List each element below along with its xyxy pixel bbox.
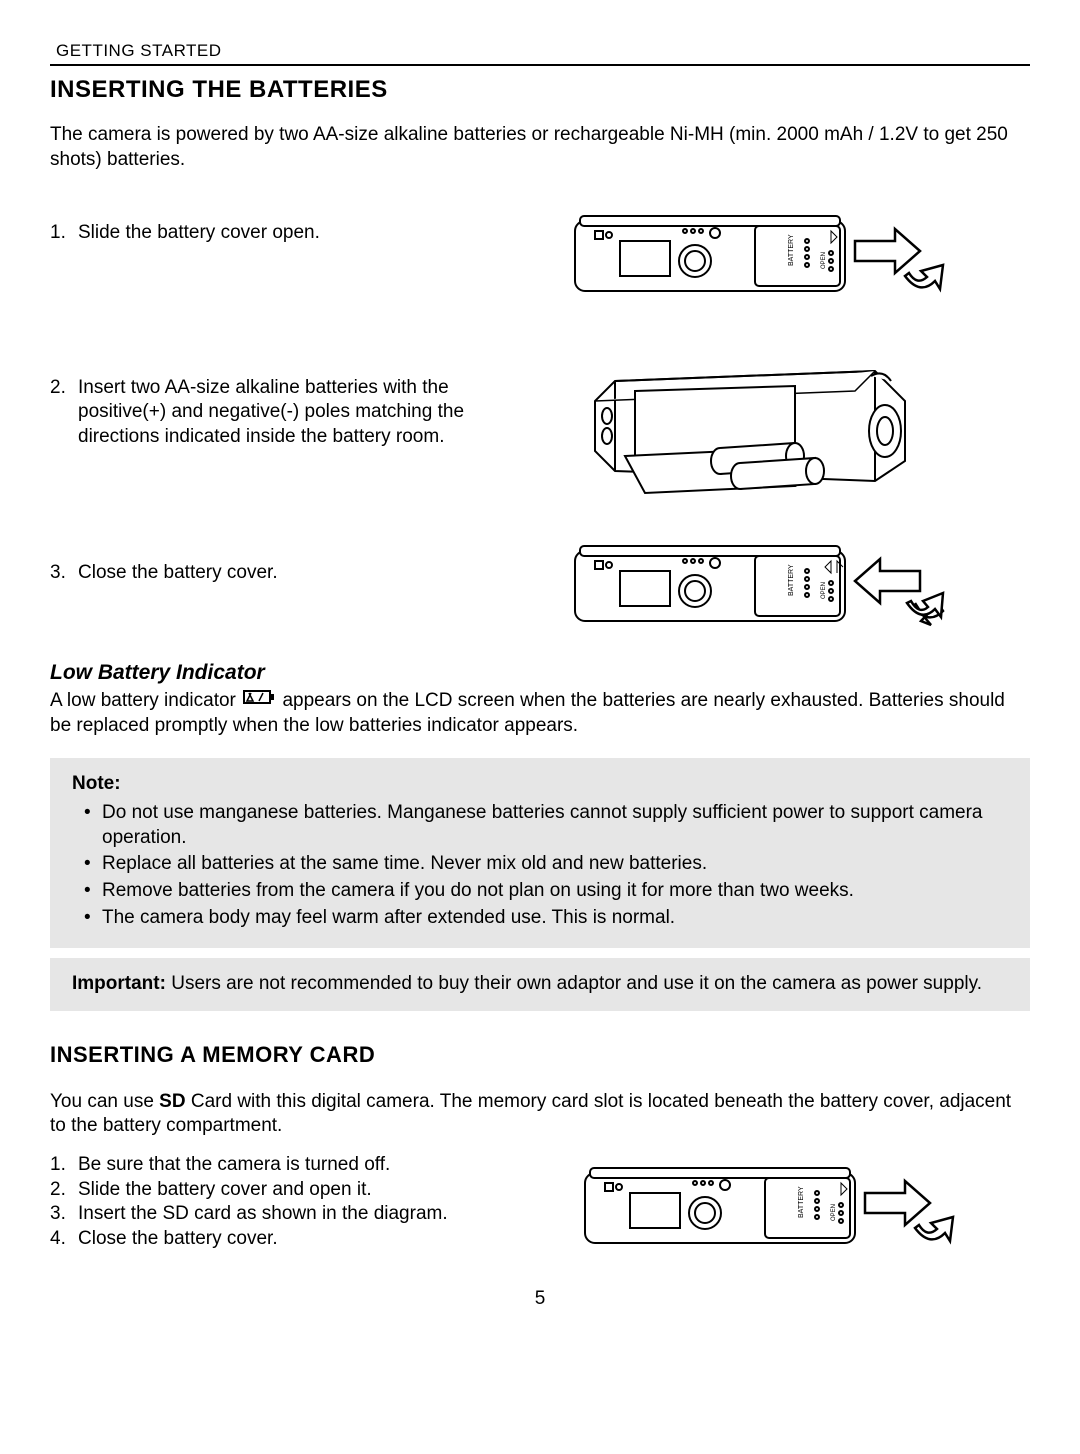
step-text: Slide the battery cover and open it.: [78, 1178, 372, 1203]
svg-text:BATTERY: BATTERY: [798, 1186, 805, 1218]
step-number: 4.: [50, 1227, 78, 1252]
important-label: Important:: [72, 973, 166, 994]
step-text: Be sure that the camera is turned off.: [78, 1153, 390, 1178]
step-text: Close the battery cover.: [78, 1227, 278, 1252]
camera-diagram-insert: [480, 341, 1030, 501]
step-text: Slide the battery cover open.: [78, 221, 480, 246]
svg-text:BATTERY: BATTERY: [788, 234, 795, 266]
note-item: Do not use manganese batteries. Manganes…: [84, 801, 1008, 850]
svg-text:OPEN: OPEN: [831, 1204, 837, 1221]
low-battery-text: A low battery indicator appears on the L…: [50, 688, 1030, 738]
camera-diagram-close: BATTERY OPEN: [480, 531, 1030, 641]
step-row-1: 1. Slide the battery cover open. BATTERY: [50, 201, 1030, 311]
title-inserting-memory: INSERTING A MEMORY CARD: [50, 1041, 1030, 1070]
battery-intro: The camera is powered by two AA-size alk…: [50, 123, 1030, 172]
memory-intro-bold: SD: [159, 1091, 185, 1112]
step-text: Insert the SD card as shown in the diagr…: [78, 1202, 448, 1227]
page-number: 5: [50, 1287, 1030, 1312]
note-item: The camera body may feel warm after exte…: [84, 906, 1008, 931]
step-number: 1.: [50, 221, 78, 246]
memory-intro: You can use SD Card with this digital ca…: [50, 1090, 1030, 1139]
step-number: 3.: [50, 561, 78, 586]
low-battery-icon: [243, 688, 275, 714]
step-number: 3.: [50, 1202, 78, 1227]
memory-intro-after: Card with this digital camera. The memor…: [50, 1091, 1011, 1137]
memory-intro-before: You can use: [50, 1091, 159, 1112]
note-list: Do not use manganese batteries. Manganes…: [72, 801, 1008, 930]
step-row-3: 3. Close the battery cover. BATTERY OP: [50, 531, 1030, 641]
memory-row: 1.Be sure that the camera is turned off.…: [50, 1153, 1030, 1263]
low-battery-before: A low battery indicator: [50, 690, 236, 711]
step-text: Insert two AA-size alkaline batteries wi…: [78, 376, 480, 450]
memory-steps: 1.Be sure that the camera is turned off.…: [50, 1153, 500, 1252]
step-number: 2.: [50, 376, 78, 450]
step-row-2: 2. Insert two AA-size alkaline batteries…: [50, 341, 1030, 501]
camera-diagram-memory: BATTERY OPEN: [500, 1153, 1030, 1263]
camera-diagram-open: BATTERY OPEN: [480, 201, 1030, 311]
important-box: Important: Users are not recommended to …: [50, 958, 1030, 1011]
title-inserting-batteries: INSERTING THE BATTERIES: [50, 74, 1030, 105]
section-header: GETTING STARTED: [50, 40, 1030, 66]
step-text: Close the battery cover.: [78, 561, 480, 586]
note-item: Replace all batteries at the same time. …: [84, 852, 1008, 877]
low-battery-heading: Low Battery Indicator: [50, 659, 1030, 686]
svg-text:OPEN: OPEN: [821, 582, 827, 599]
note-box: Note: Do not use manganese batteries. Ma…: [50, 758, 1030, 948]
svg-text:OPEN: OPEN: [821, 252, 827, 269]
step-number: 2.: [50, 1178, 78, 1203]
note-title: Note:: [72, 772, 1008, 797]
step-number: 1.: [50, 1153, 78, 1178]
svg-text:BATTERY: BATTERY: [788, 564, 795, 596]
important-text: Users are not recommended to buy their o…: [166, 973, 982, 994]
note-item: Remove batteries from the camera if you …: [84, 879, 1008, 904]
